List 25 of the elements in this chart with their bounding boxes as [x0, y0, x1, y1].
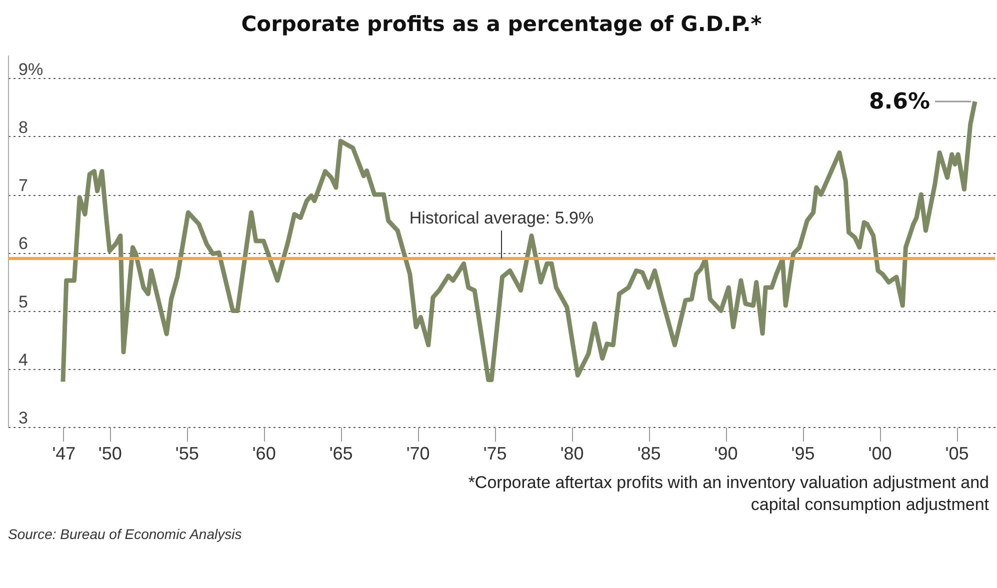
x-tick-label: '05	[945, 444, 969, 464]
source-note: Source: Bureau of Economic Analysis	[8, 526, 242, 542]
y-tick-label: 6	[18, 234, 28, 254]
ref-line-label: Historical average: 5.9%	[409, 208, 594, 228]
y-tick-label: 5	[18, 292, 28, 312]
text: *Corporate aftertax profits with an inventory valuation adjustment and capital consumption adjustment	[467, 472, 989, 516]
x-tick-label: '75	[483, 444, 507, 464]
y-tick-label: 9%	[18, 60, 44, 79]
x-tick-label: '60	[252, 444, 276, 464]
chart-title: Corporate profits as a percentage of G.D.P.*	[241, 12, 762, 36]
y-tick-label: 8	[18, 118, 28, 137]
y-tick-label: 7	[18, 176, 28, 195]
x-tick-label: '65	[329, 444, 353, 464]
x-tick-label: '00	[868, 444, 892, 464]
x-tick-label: '95	[791, 444, 815, 464]
y-tick-label: 3	[18, 408, 28, 428]
x-tick-label: '55	[175, 444, 199, 464]
x-tick-label: '50	[98, 444, 122, 464]
x-tick-label: '85	[637, 444, 661, 464]
x-tick-label: '90	[714, 444, 738, 464]
x-tick-label: '80	[560, 444, 584, 464]
annotation: 8.6%	[868, 90, 930, 114]
x-tick-label: '70	[406, 444, 430, 464]
y-tick-label: 4	[18, 350, 28, 370]
x-tick-label: '47	[52, 444, 76, 464]
